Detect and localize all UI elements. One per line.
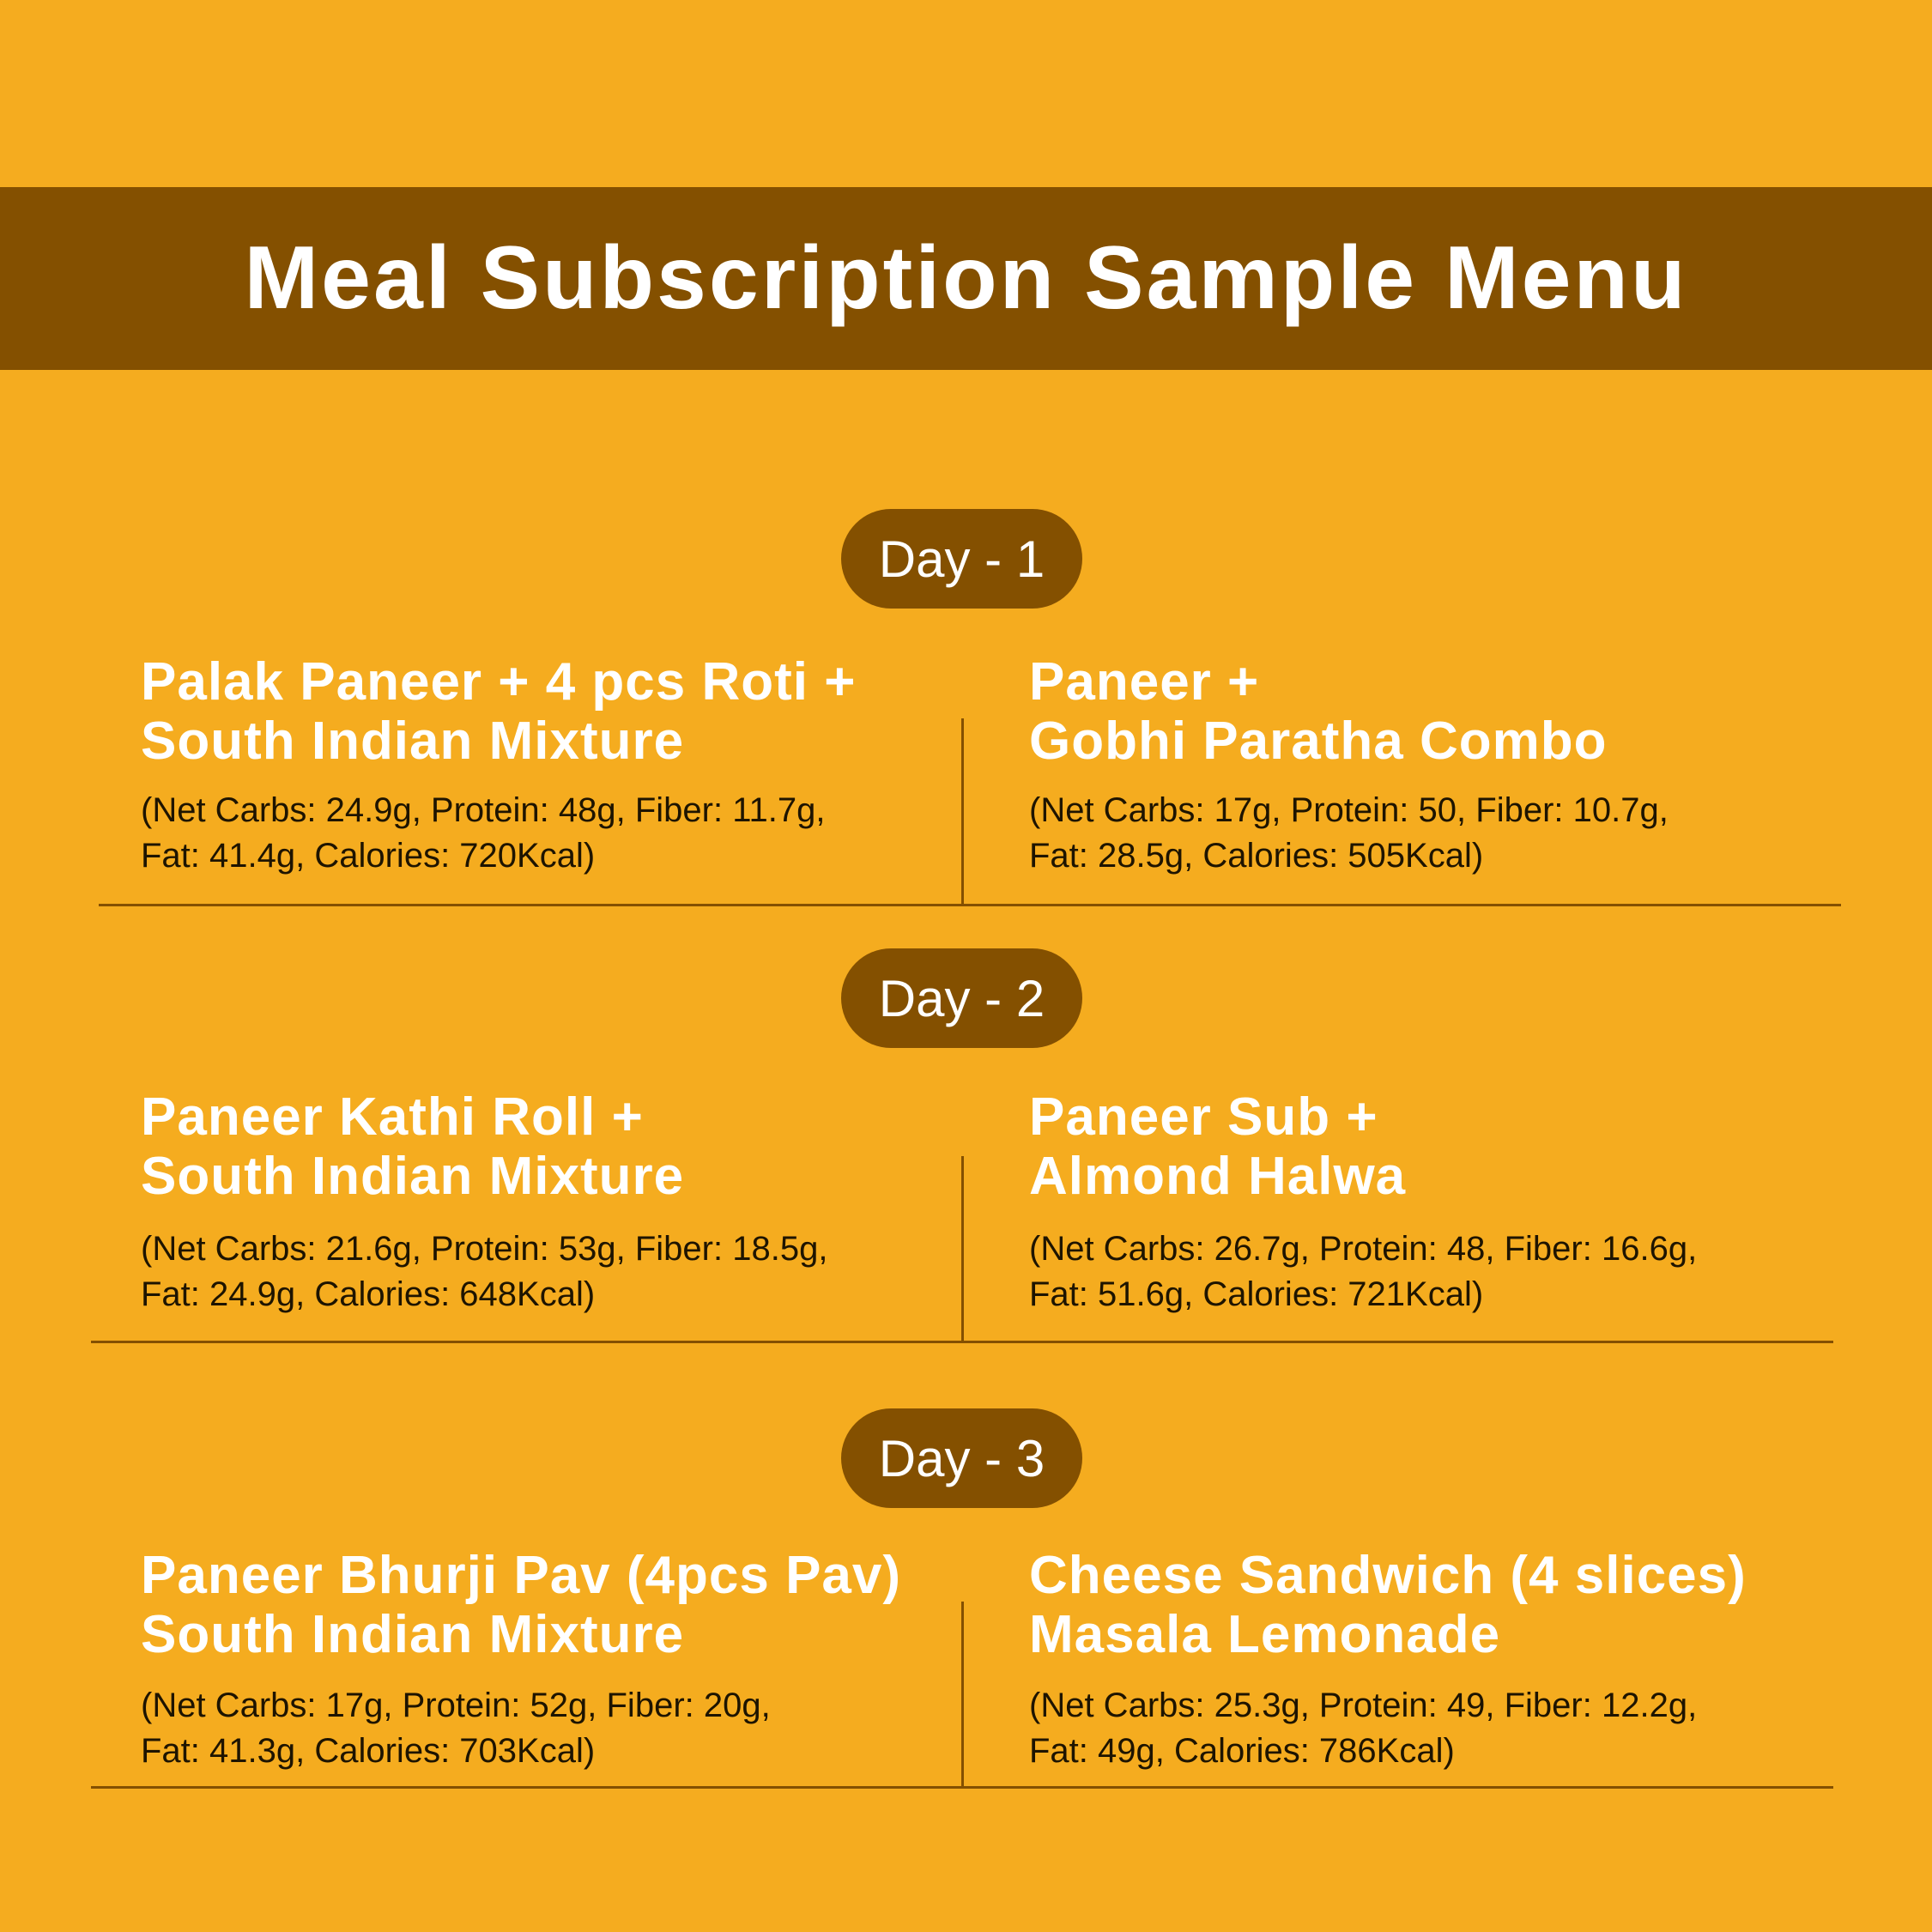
- nutrition-line: Fat: 49g, Calories: 786Kcal): [1029, 1732, 1455, 1770]
- meal-title-line: Cheese Sandwich (4 slices): [1029, 1546, 1747, 1605]
- title-banner: Meal Subscription Sample Menu: [0, 187, 1932, 370]
- column-divider: [961, 1602, 964, 1787]
- nutrition-line: Fat: 51.6g, Calories: 721Kcal): [1029, 1275, 1484, 1313]
- section-divider: [99, 904, 1841, 906]
- meal-title: Paneer Sub + Almond Halwa: [1029, 1087, 1406, 1206]
- nutrition-line: (Net Carbs: 17g, Protein: 50, Fiber: 10.…: [1029, 791, 1669, 829]
- meal-title-line: Paneer Sub +: [1029, 1087, 1378, 1147]
- page-title: Meal Subscription Sample Menu: [244, 228, 1688, 328]
- nutrition-line: Fat: 41.4g, Calories: 720Kcal): [141, 837, 596, 875]
- nutrition-line: (Net Carbs: 25.3g, Protein: 49, Fiber: 1…: [1029, 1687, 1698, 1724]
- meal-title-line: South Indian Mixture: [141, 1147, 685, 1206]
- meal-title: Cheese Sandwich (4 slices) Masala Lemonad…: [1029, 1546, 1747, 1664]
- day-3-badge: Day - 3: [841, 1408, 1082, 1508]
- meal-title: Palak Paneer + 4 pcs Roti + South Indian …: [141, 652, 856, 771]
- meal-title-line: Palak Paneer + 4 pcs Roti +: [141, 652, 857, 712]
- meal-title-line: Paneer Kathi Roll +: [141, 1087, 644, 1147]
- column-divider: [961, 1156, 964, 1341]
- column-divider: [961, 718, 964, 905]
- meal-title: Paneer + Gobhi Paratha Combo: [1029, 652, 1607, 771]
- nutrition-line: (Net Carbs: 17g, Protein: 52g, Fiber: 20…: [141, 1687, 771, 1724]
- nutrition-line: Fat: 24.9g, Calories: 648Kcal): [141, 1275, 596, 1313]
- meal-nutrition: (Net Carbs: 17g, Protein: 50, Fiber: 10.…: [1029, 788, 1669, 879]
- meal-title-line: Almond Halwa: [1029, 1147, 1407, 1206]
- meal-nutrition: (Net Carbs: 24.9g, Protein: 48g, Fiber: …: [141, 788, 825, 879]
- meal-title: Paneer Bhurji Pav (4pcs Pav) South Indian…: [141, 1546, 901, 1664]
- meal-title-line: South Indian Mixture: [141, 1605, 685, 1664]
- day-2-badge: Day - 2: [841, 948, 1082, 1048]
- nutrition-line: (Net Carbs: 24.9g, Protein: 48g, Fiber: …: [141, 791, 826, 829]
- meal-title-line: Paneer Bhurji Pav (4pcs Pav): [141, 1546, 902, 1605]
- meal-title-line: Masala Lemonade: [1029, 1605, 1501, 1664]
- nutrition-line: Fat: 28.5g, Calories: 505Kcal): [1029, 837, 1484, 875]
- meal-nutrition: (Net Carbs: 26.7g, Protein: 48, Fiber: 1…: [1029, 1226, 1697, 1317]
- meal-title-line: South Indian Mixture: [141, 712, 685, 771]
- meal-nutrition: (Net Carbs: 17g, Protein: 52g, Fiber: 20…: [141, 1683, 771, 1774]
- meal-title-line: Gobhi Paratha Combo: [1029, 712, 1608, 771]
- section-divider: [91, 1341, 1833, 1343]
- meal-title: Paneer Kathi Roll + South Indian Mixture: [141, 1087, 684, 1206]
- nutrition-line: (Net Carbs: 21.6g, Protein: 53g, Fiber: …: [141, 1230, 828, 1268]
- nutrition-line: Fat: 41.3g, Calories: 703Kcal): [141, 1732, 596, 1770]
- section-divider: [91, 1786, 1833, 1789]
- meal-title-line: Paneer +: [1029, 652, 1260, 712]
- day-1-badge: Day - 1: [841, 509, 1082, 609]
- meal-nutrition: (Net Carbs: 21.6g, Protein: 53g, Fiber: …: [141, 1226, 827, 1317]
- nutrition-line: (Net Carbs: 26.7g, Protein: 48, Fiber: 1…: [1029, 1230, 1698, 1268]
- meal-nutrition: (Net Carbs: 25.3g, Protein: 49, Fiber: 1…: [1029, 1683, 1697, 1774]
